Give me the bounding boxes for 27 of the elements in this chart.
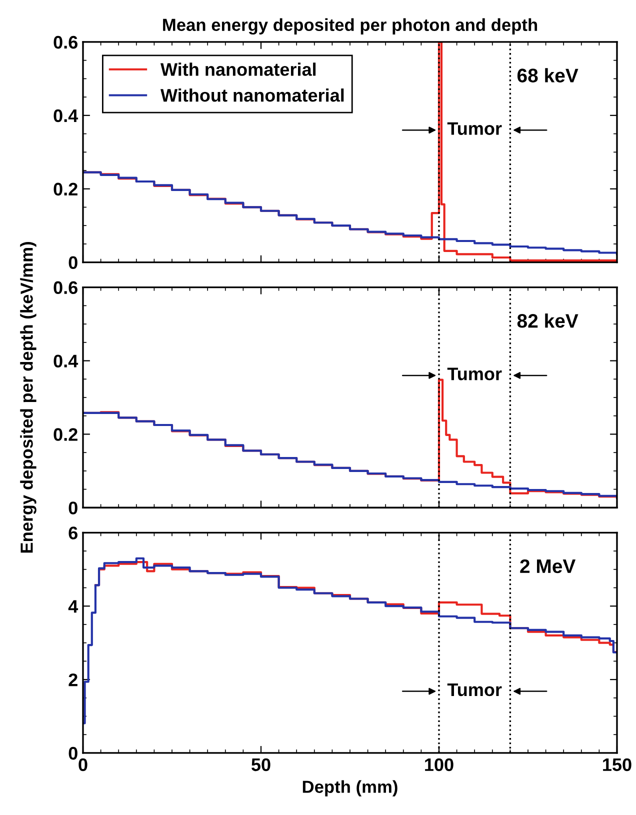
annotation: Tumor (447, 684, 502, 696)
y-tick-label: 2 (68, 673, 78, 686)
y-tick-label: 0.6 (54, 281, 78, 294)
y-axis-title: Energy deposited per depth (keV/mm) (20, 242, 36, 553)
y-tick-label: 0 (68, 502, 78, 514)
y-tick-label: 0.2 (54, 428, 78, 441)
annotation: 68 keV (517, 68, 578, 82)
x-tick-label: 100 (425, 758, 454, 772)
x-tick-label: 0 (78, 758, 88, 772)
x-tick-label: 50 (252, 758, 270, 772)
x-axis-title: Depth (mm) (302, 780, 398, 796)
y-tick-label: 4 (68, 600, 78, 613)
y-tick-label: 0.4 (54, 354, 78, 368)
y-tick-label: 0.6 (54, 36, 78, 49)
y-tick-label: 6 (68, 526, 78, 540)
annotation: 2 MeV (520, 559, 576, 574)
legend-label: Without nanomaterial (160, 88, 344, 102)
y-tick-label: 0.4 (54, 109, 78, 122)
legend-label: With nanomaterial (160, 62, 316, 76)
y-tick-label: 0 (68, 746, 78, 760)
x-tick-label: 150 (603, 758, 632, 772)
y-tick-label: 0.2 (54, 182, 78, 196)
annotation: Tumor (447, 368, 502, 380)
annotation: 82 keV (517, 314, 578, 328)
annotation: Tumor (447, 122, 502, 135)
y-tick-label: 0 (68, 256, 78, 270)
chart-title: Mean energy deposited per photon and depth (163, 18, 538, 35)
